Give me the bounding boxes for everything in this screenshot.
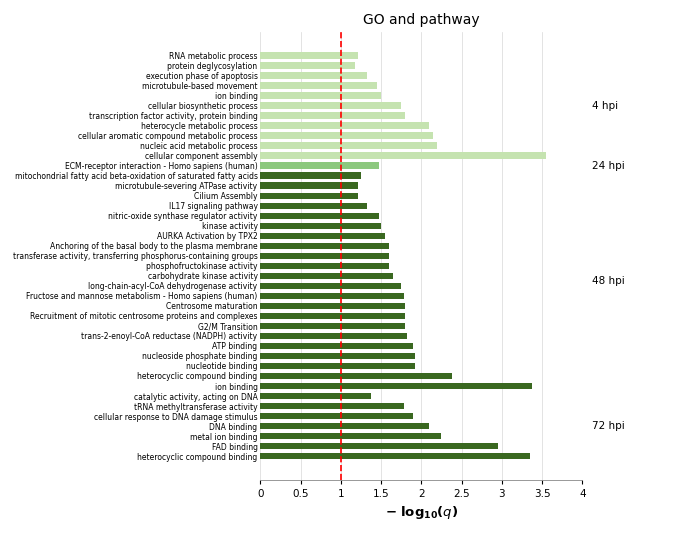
Bar [260,123,429,129]
Bar [260,443,498,449]
Bar [260,163,379,169]
Bar [260,52,358,59]
Bar [260,282,401,289]
Text: 48 hpi: 48 hpi [592,276,625,286]
Bar [260,313,406,319]
Bar [260,433,441,439]
Bar [260,112,406,119]
Bar [260,92,381,99]
Bar [260,102,401,109]
Bar [260,203,366,209]
Bar [260,142,438,149]
Bar [260,182,358,189]
Bar [260,272,393,279]
Bar [260,343,413,349]
X-axis label: $\mathbf{-}\ \mathbf{log_{10}(}$$\mathit{q}$$\mathbf{)}$: $\mathbf{-}\ \mathbf{log_{10}(}$$\mathit… [384,504,458,521]
Bar [260,132,434,139]
Bar [260,322,406,329]
Bar [260,403,403,409]
Title: GO and pathway: GO and pathway [363,13,479,27]
Bar [260,72,366,79]
Bar [260,353,415,359]
Bar [260,263,389,269]
Bar [260,243,389,249]
Text: 4 hpi: 4 hpi [592,101,618,111]
Bar [260,453,530,459]
Bar [260,413,413,419]
Bar [260,293,403,299]
Bar [260,423,429,429]
Bar [260,363,415,369]
Bar [260,253,389,259]
Bar [260,213,379,219]
Text: 24 hpi: 24 hpi [592,161,625,171]
Bar [260,383,532,389]
Bar [260,393,371,399]
Bar [260,152,546,159]
Bar [260,333,407,339]
Bar [260,303,406,309]
Text: 72 hpi: 72 hpi [592,421,625,431]
Bar [260,232,385,239]
Bar [260,62,356,69]
Bar [260,192,358,199]
Bar [260,173,361,179]
Bar [260,373,452,379]
Bar [260,83,377,89]
Bar [260,223,381,229]
